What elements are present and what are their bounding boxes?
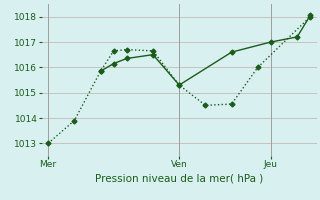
X-axis label: Pression niveau de la mer( hPa ): Pression niveau de la mer( hPa ) [95, 173, 263, 183]
